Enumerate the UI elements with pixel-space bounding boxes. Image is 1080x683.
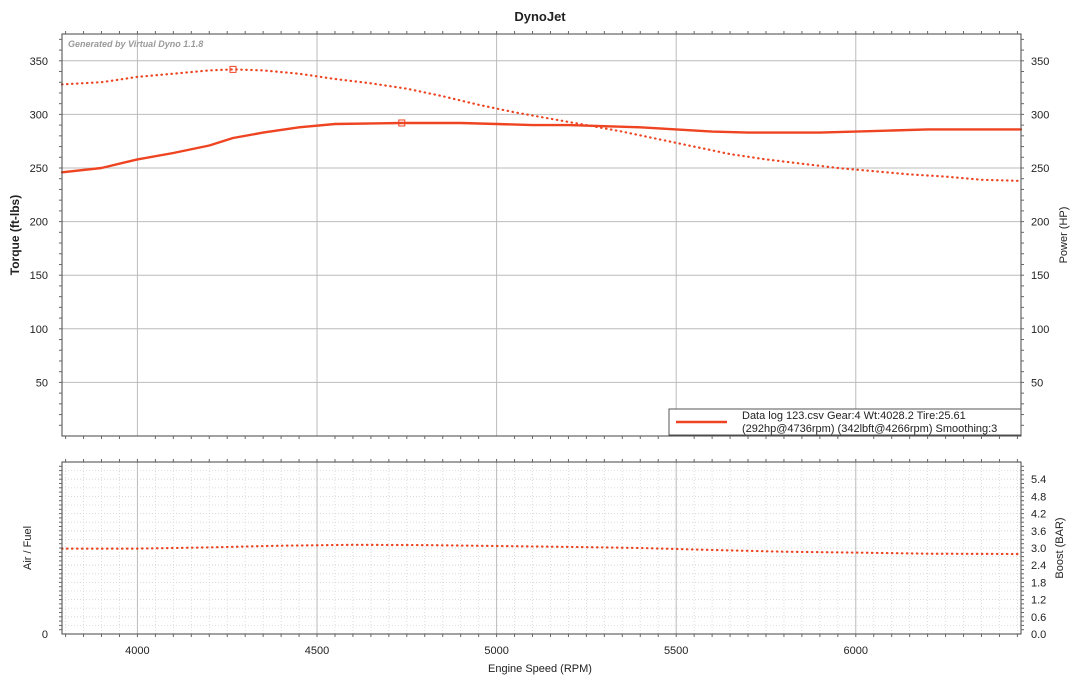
x-axis-label: Engine Speed (RPM) [488, 663, 592, 675]
torque-tick-label: 300 [30, 109, 48, 121]
air-fuel-tick-label: 0 [42, 629, 48, 641]
torque-curve [60, 68, 1023, 182]
lower-plot-frame [61, 461, 1022, 635]
torque-tick-label: 50 [36, 377, 48, 389]
power-tick-label: 150 [1031, 270, 1049, 282]
boost-tick-label: 3.6 [1031, 526, 1046, 538]
air-fuel-axis-label: Air / Fuel [22, 526, 34, 570]
boost-axis-label: Boost (BAR) [1054, 517, 1066, 578]
torque-tick-label: 200 [30, 217, 48, 229]
power-tick-label: 50 [1031, 377, 1043, 389]
power-curve [60, 121, 1023, 174]
boost-tick-label: 0.0 [1031, 629, 1046, 641]
chart-title: DynoJet [514, 9, 566, 24]
boost-curve [60, 543, 1023, 556]
legend: Data log 123.csv Gear:4 Wt:4028.2 Tire:2… [668, 408, 1022, 436]
upper-panel: Generated by Virtual Dyno 1.1.8 50 50 100 1… [8, 31, 1070, 439]
torque-tick-label: 350 [30, 56, 48, 68]
rpm-tick-label: 6000 [844, 645, 868, 657]
boost-tick-label: 5.4 [1031, 474, 1046, 486]
power-tick-label: 350 [1031, 56, 1049, 68]
rpm-tick-label: 4500 [305, 645, 329, 657]
power-tick-label: 300 [1031, 109, 1049, 121]
torque-tick-label: 250 [30, 163, 48, 175]
rpm-tick-label: 5000 [484, 645, 508, 657]
power-tick-label: 250 [1031, 163, 1049, 175]
legend-line-1: Data log 123.csv Gear:4 Wt:4028.2 Tire:2… [742, 410, 966, 422]
torque-axis-label: Torque (ft-lbs) [8, 195, 22, 275]
legend-line-2: (292hp@4736rpm) (342lbft@4266rpm) Smooth… [742, 423, 997, 435]
torque-tick-label: 100 [30, 324, 48, 336]
upper-plot-frame [61, 33, 1022, 437]
legend-box [668, 408, 1022, 436]
power-axis-label: Power (HP) [1058, 207, 1070, 264]
power-tick-label: 200 [1031, 217, 1049, 229]
rpm-tick-label: 5500 [664, 645, 688, 657]
boost-tick-label: 1.2 [1031, 595, 1046, 607]
boost-tick-label: 4.2 [1031, 509, 1046, 521]
power-tick-label: 100 [1031, 324, 1049, 336]
boost-tick-label: 2.4 [1031, 560, 1046, 572]
boost-tick-label: 0.6 [1031, 612, 1046, 624]
boost-tick-label: 3.0 [1031, 543, 1046, 555]
torque-tick-label: 150 [30, 270, 48, 282]
boost-tick-label: 4.8 [1031, 491, 1046, 503]
rpm-tick-label: 4000 [125, 645, 149, 657]
watermark-text: Generated by Virtual Dyno 1.1.8 [68, 39, 203, 49]
lower-panel: 0.0 0.6 1.2 1.8 2.4 3.0 3.6 4.2 4.8 5.4 0 4000 4500 5… [22, 459, 1066, 675]
peak-power-marker [398, 119, 406, 127]
boost-tick-label: 1.8 [1031, 577, 1046, 589]
peak-torque-marker [229, 65, 237, 73]
